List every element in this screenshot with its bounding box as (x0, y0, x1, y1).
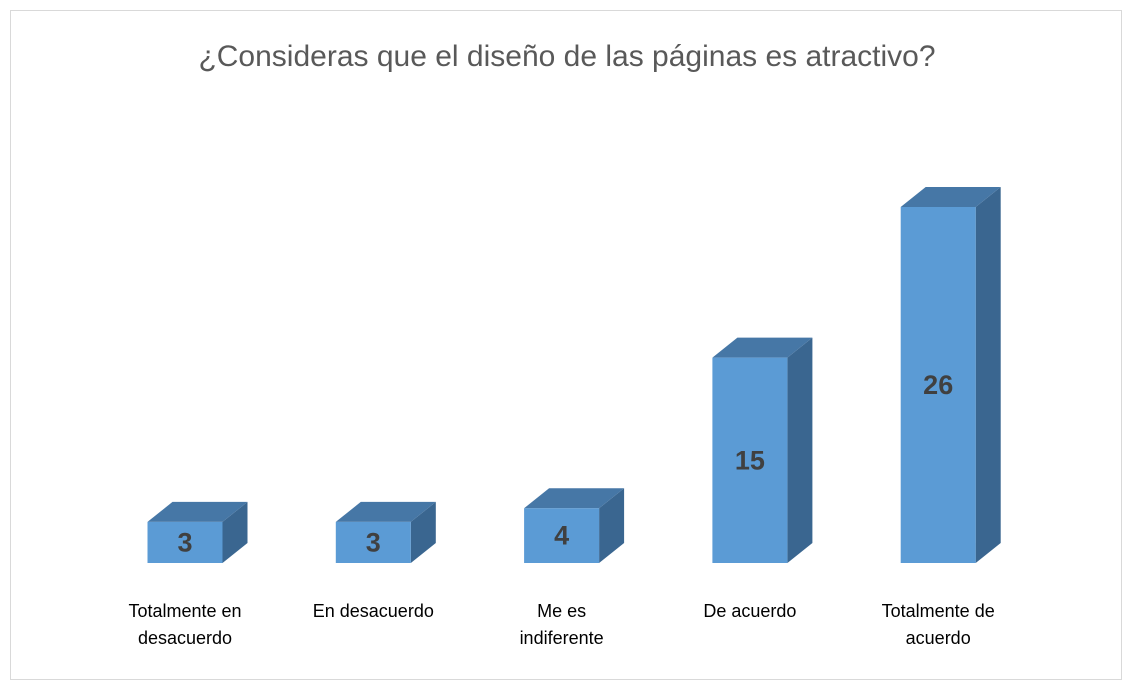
x-tick-label: Me es indiferente (519, 601, 604, 648)
data-label: 4 (554, 521, 569, 551)
x-tick-label: En desacuerdo (312, 601, 434, 621)
bar-top (147, 501, 248, 522)
bar-top (900, 187, 1001, 207)
bar-top (335, 501, 436, 522)
data-label: 3 (366, 528, 381, 558)
data-label: 3 (177, 528, 192, 558)
bar (524, 508, 600, 563)
bar (712, 357, 788, 563)
bar-side (975, 187, 1001, 563)
bar-side (787, 337, 813, 563)
bar-top (524, 488, 625, 509)
bar (147, 521, 223, 563)
bar-side (410, 501, 436, 563)
bar-top (712, 337, 813, 358)
x-tick-label: De acuerdo (703, 601, 797, 621)
bar (900, 207, 976, 563)
x-tick-label: Totalmente de acuerdo (881, 601, 995, 648)
bar (335, 521, 411, 563)
x-tick-label: Totalmente en desacuerdo (128, 601, 242, 648)
chart-title: ¿Consideras que el diseño de las páginas… (198, 40, 936, 73)
bar-side (222, 501, 248, 563)
data-label: 26 (923, 370, 953, 400)
data-label: 15 (735, 445, 765, 475)
bar-side (599, 488, 625, 563)
